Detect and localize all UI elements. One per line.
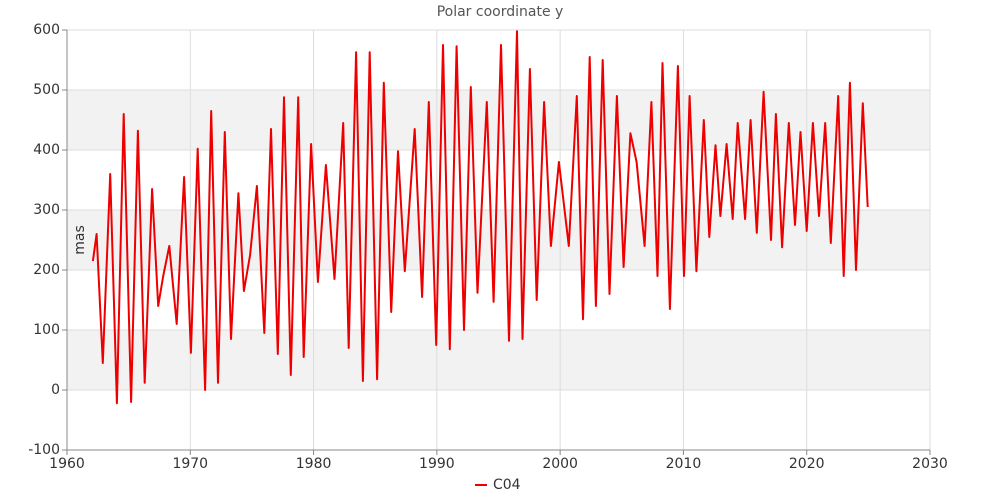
- y-tick-label: 100: [33, 322, 60, 338]
- y-tick-label: 600: [33, 22, 60, 38]
- x-tick-label: 2020: [789, 456, 825, 472]
- x-tick-label: 1960: [49, 456, 85, 472]
- x-tick-label: 1990: [419, 456, 455, 472]
- data-line: [91, 30, 869, 405]
- x-tick-label: 2010: [666, 456, 702, 472]
- legend-label: C04: [493, 477, 521, 493]
- y-tick-label: 300: [33, 202, 60, 218]
- y-tick-label: 200: [33, 262, 60, 278]
- x-tick-label: 2030: [912, 456, 948, 472]
- y-tick-label: 500: [33, 82, 60, 98]
- chart-title: Polar coordinate y: [437, 4, 564, 20]
- grid-band: [67, 210, 930, 270]
- x-tick-label: 1980: [296, 456, 332, 472]
- y-tick-label: -100: [28, 442, 60, 458]
- y-tick-label: 0: [51, 382, 60, 398]
- x-tick-label: 1970: [172, 456, 208, 472]
- x-tick-label: 2000: [542, 456, 578, 472]
- y-tick-label: 400: [33, 142, 60, 158]
- grid-band: [67, 330, 930, 390]
- y-axis-label: mas: [72, 225, 88, 255]
